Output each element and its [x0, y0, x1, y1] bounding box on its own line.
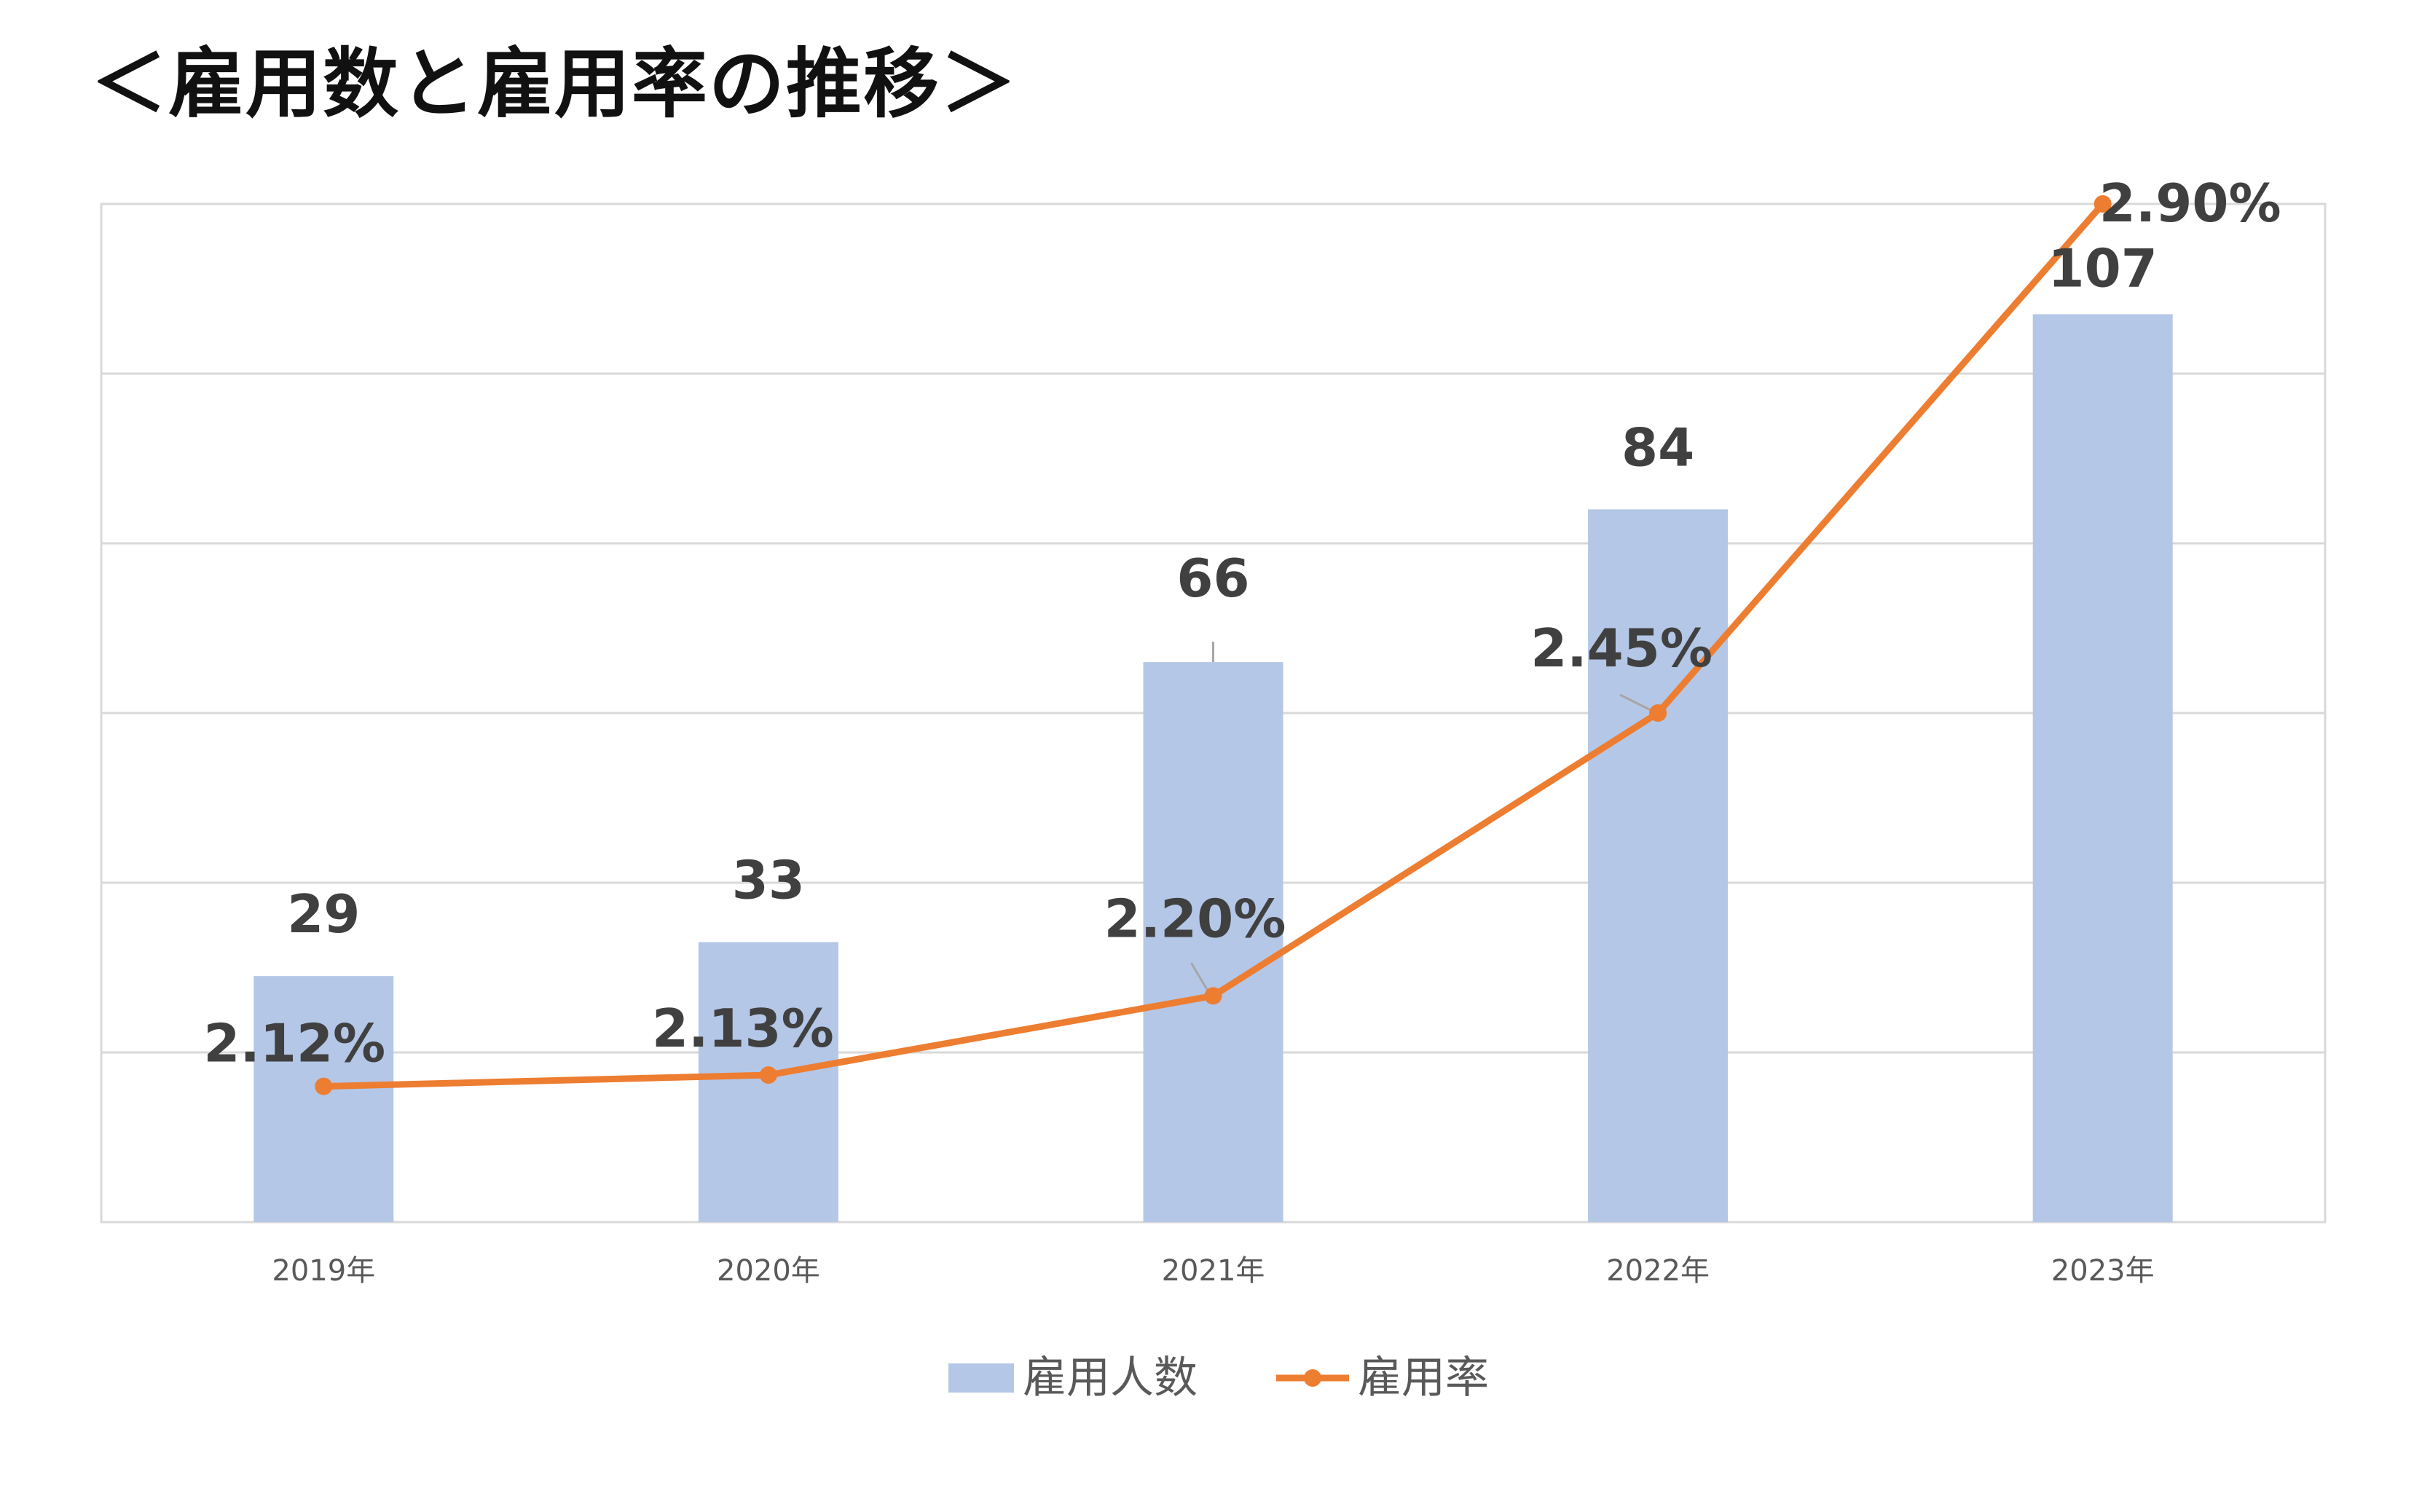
bar-value-label: 29: [287, 883, 360, 945]
rate-point-2022年: [1649, 704, 1667, 722]
leader-lines: [1190, 642, 1651, 991]
rate-value-label: 2.12%: [203, 1013, 385, 1074]
legend-line-label: 雇用率: [1358, 1352, 1489, 1403]
line-series: [315, 195, 2112, 1095]
x-tick-label: 2019年: [272, 1254, 375, 1288]
rate-value-label: 2.45%: [1530, 618, 1713, 679]
rate-point-2019年: [315, 1077, 333, 1095]
bar-2022年: [1588, 509, 1729, 1222]
rate-value-label: 2.20%: [1104, 888, 1286, 949]
legend-bar-swatch: [948, 1363, 1014, 1393]
rate-point-2023年: [2093, 195, 2112, 213]
bar-2021年: [1143, 662, 1283, 1222]
bar-value-label: 66: [1176, 548, 1249, 609]
data-labels: 29 33 66 84 107 2.12% 2.13% 2.20% 2.45% 2.90%: [203, 173, 2281, 1074]
bar-2023年: [2032, 314, 2173, 1223]
x-tick-label: 2022年: [1606, 1254, 1710, 1288]
legend-line-marker: [1304, 1369, 1321, 1387]
legend: 雇用人数 雇用率: [948, 1352, 1489, 1403]
bar-value-label: 33: [732, 850, 805, 911]
x-tick-label: 2023年: [2051, 1254, 2155, 1288]
bar-value-label: 84: [1621, 417, 1694, 478]
legend-bar-label: 雇用人数: [1023, 1352, 1198, 1403]
rate-value-label: 2.90%: [2099, 173, 2281, 234]
leader-line: [1619, 693, 1651, 712]
page-title: ＜雇用数と雇用率の推移＞: [91, 39, 1018, 128]
rate-point-2020年: [759, 1066, 777, 1084]
x-tick-label: 2020年: [717, 1254, 820, 1288]
leader-line: [1190, 962, 1208, 991]
rate-value-label: 2.13%: [652, 998, 834, 1059]
x-tick-label: 2021年: [1162, 1254, 1265, 1288]
bar-2019年: [253, 976, 394, 1222]
x-axis-tick-labels: 2019年 2020年 2021年 2022年 2023年: [272, 1254, 2154, 1288]
bar-value-label: 107: [2048, 237, 2158, 299]
rate-point-2021年: [1204, 987, 1222, 1005]
